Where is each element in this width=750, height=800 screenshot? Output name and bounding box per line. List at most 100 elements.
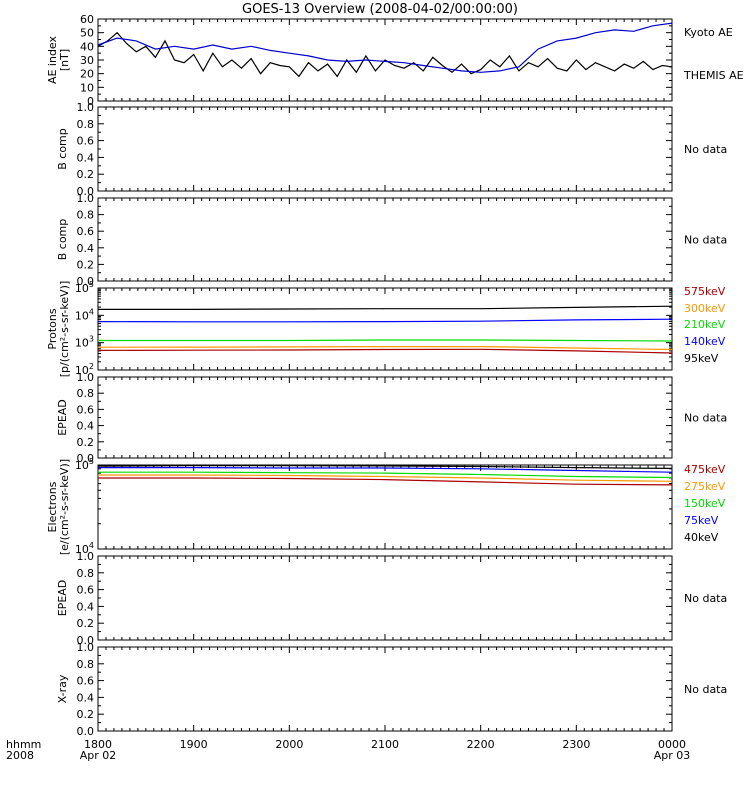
- y-tick-label: 104: [75, 307, 94, 322]
- y-tick-label: 0.4: [77, 691, 95, 704]
- panel-7: 0.0 0.2 0.4 0.6 0.8 1.0 EPEAD No data: [56, 550, 727, 647]
- y-tick-label: 50: [80, 27, 94, 40]
- y-tick-label: 0.8: [77, 118, 95, 131]
- y-tick-label: 0.0: [77, 725, 95, 738]
- y-axis-label: Protons: [46, 308, 59, 349]
- y-tick-label: 0.2: [77, 617, 95, 630]
- y-axis-unit-label: [e/(cm²-s-sr-keV)]: [58, 459, 71, 555]
- y-tick-label: 0.4: [77, 242, 95, 255]
- panel-6: 104 105 Electrons [e/(cm²-s-sr-keV)] 475keV 2…: [46, 457, 726, 556]
- panel-3: 0.0 0.2 0.4 0.6 0.8 1.0 B comp No data: [56, 192, 727, 288]
- panel-frame: [97, 106, 673, 192]
- legend-entry: 575keV: [684, 285, 726, 298]
- panel-2: 0.0 0.2 0.4 0.6 0.8 1.0 B comp No data: [56, 101, 727, 198]
- y-tick-label: 103: [75, 335, 94, 350]
- series-line-75kev: [98, 467, 673, 473]
- series-line-275kev: [98, 474, 673, 482]
- panel-5: 0.0 0.2 0.4 0.6 0.8 1.0 EPEAD No data: [56, 371, 727, 465]
- y-tick-label: 105: [75, 280, 94, 295]
- legend-entry: 40keV: [684, 531, 719, 544]
- legend-entry: 140keV: [684, 335, 726, 348]
- y-tick-label: 40: [80, 40, 94, 53]
- y-axis-label: EPEAD: [56, 580, 69, 617]
- x-tick-date-label: Apr 02: [80, 749, 117, 762]
- y-tick-label: 0.0: [77, 185, 95, 198]
- x-tick-label: 0000: [658, 738, 686, 751]
- x-tick-label: 1800: [84, 738, 112, 751]
- series-line-150kev: [98, 471, 673, 479]
- y-tick-label: 1.0: [77, 101, 95, 114]
- x-tick-label: 2300: [562, 738, 590, 751]
- y-tick-label: 0.8: [77, 567, 95, 580]
- legend-entry: 150keV: [684, 497, 726, 510]
- series-line-kyoto-ae: [97, 31, 673, 78]
- panel-8: 0.0 0.2 0.4 0.6 0.8 1.0 X-ray No data: [56, 641, 727, 738]
- y-axis-label: EPEAD: [56, 399, 69, 436]
- series-line-300kev: [97, 346, 673, 351]
- y-tick-label: 1.0: [77, 371, 95, 384]
- no-data-label: No data: [684, 234, 727, 247]
- y-tick-label: 0.2: [77, 258, 95, 271]
- no-data-label: No data: [684, 412, 727, 425]
- y-tick-label: 1.0: [77, 641, 95, 654]
- panel-frame: [97, 376, 673, 459]
- y-tick-label: 0.4: [77, 600, 95, 613]
- legend-entry: 300keV: [684, 302, 726, 315]
- y-tick-label: 0.2: [77, 436, 95, 449]
- legend-entry: 75keV: [684, 514, 719, 527]
- legend-entry: Kyoto AE: [684, 26, 733, 39]
- y-tick-label: 105: [75, 457, 94, 472]
- panel-frame: [97, 197, 673, 282]
- y-tick-label: 1.0: [77, 192, 95, 205]
- y-tick-label: 20: [80, 68, 94, 81]
- panel-frame: [97, 646, 673, 732]
- y-tick-label: 0.6: [77, 135, 95, 148]
- series-line-210kev: [98, 339, 673, 342]
- y-tick-label: 0.4: [77, 420, 95, 433]
- y-tick-label: 102: [75, 362, 94, 377]
- y-tick-label: 60: [80, 13, 94, 26]
- y-axis-label: AE index: [46, 35, 59, 84]
- y-axis-label: B comp: [56, 219, 69, 261]
- y-tick-label: 0.0: [77, 275, 95, 288]
- y-tick-label: 0.8: [77, 658, 95, 671]
- y-axis-label: X-ray: [56, 674, 69, 703]
- y-tick-label: 0.0: [77, 452, 95, 465]
- y-tick-label: 0.6: [77, 675, 95, 688]
- series-line-themis-ae: [97, 22, 673, 73]
- y-tick-label: 0.6: [77, 584, 95, 597]
- legend-entry: 475keV: [684, 463, 726, 476]
- series-line-95kev: [98, 305, 673, 310]
- panel-frame: [97, 555, 673, 641]
- y-tick-label: 0.8: [77, 209, 95, 222]
- y-tick-label: 0.8: [77, 387, 95, 400]
- series-line-40kev: [97, 465, 673, 469]
- y-tick-label: 0.4: [77, 151, 95, 164]
- y-tick-label: 0.6: [77, 403, 95, 416]
- y-axis-label: Electrons: [46, 481, 59, 532]
- x-axis-corner-year: 2008: [6, 749, 34, 762]
- y-tick-label: 0: [87, 95, 94, 108]
- x-tick-label: 2200: [467, 738, 495, 751]
- x-axis-corner-hhmm: hhmm: [6, 738, 41, 751]
- y-tick-label: 104: [75, 541, 94, 556]
- series-line-140kev: [97, 318, 673, 323]
- x-tick-date-label: Apr 03: [654, 749, 691, 762]
- series-line-575kev: [97, 348, 673, 354]
- y-tick-label: 0.0: [77, 634, 95, 647]
- panel-frame: [97, 287, 673, 371]
- no-data-label: No data: [684, 592, 727, 605]
- y-tick-label: 0.2: [77, 708, 95, 721]
- legend-entry: 275keV: [684, 480, 726, 493]
- y-tick-label: 10: [80, 81, 94, 94]
- series-line-475kev: [98, 477, 673, 486]
- y-tick-label: 0.2: [77, 168, 95, 181]
- y-axis-label: B comp: [56, 128, 69, 170]
- panel-4: 102 103 104 105 Protons [p/(cm²-s-sr-keV)] 575…: [46, 280, 726, 377]
- legend-entry: THEMIS AE: [683, 69, 744, 82]
- y-axis-unit-label: [nT]: [58, 49, 71, 71]
- legend-entry: 210keV: [684, 318, 726, 331]
